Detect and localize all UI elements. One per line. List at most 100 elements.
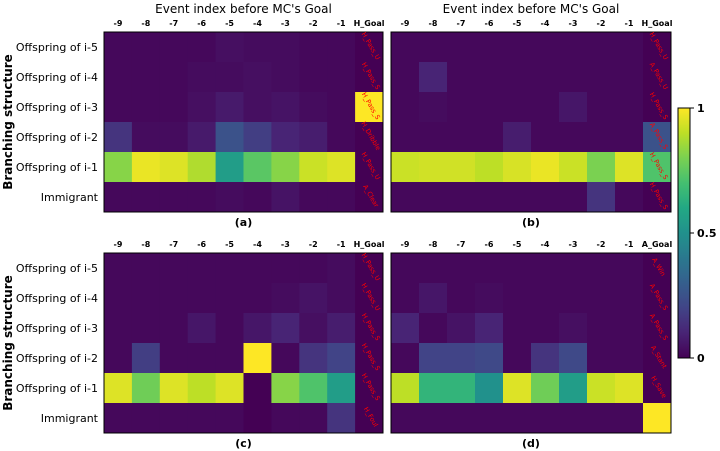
x-tick-label: -6 (197, 240, 206, 249)
heatmap-cell-a-r0-c5 (243, 32, 272, 63)
x-tick-label: -6 (197, 19, 206, 28)
heatmap-cell-c-r0-c3 (187, 253, 216, 284)
colorbar-tick-label: 0 (697, 352, 705, 365)
x-tick-label: H_Goal (354, 240, 385, 249)
heatmap-cell-d-r3-c0 (391, 343, 420, 374)
heatmap-cell-a-r5-c7 (299, 182, 328, 213)
heatmap-cell-b-r1-c0 (391, 62, 420, 93)
heatmap-cell-a-r5-c0 (104, 182, 133, 213)
y-tick-label: Immigrant (41, 412, 99, 425)
heatmap-cell-d-r3-c8 (615, 343, 644, 374)
heatmap-cell-c-r5-c5 (243, 403, 272, 434)
heatmap-cell-c-r5-c4 (215, 403, 244, 434)
heatmap-cell-b-r0-c8 (615, 32, 644, 63)
heatmap-cell-d-r4-c5 (531, 373, 560, 404)
heatmap-cell-a-r2-c0 (104, 92, 133, 123)
colorbar-tick-label: 0.5 (697, 227, 717, 240)
heatmap-cell-d-r5-c8 (615, 403, 644, 434)
x-tick-label: -6 (485, 240, 494, 249)
heatmap-cell-a-r2-c8 (327, 92, 356, 123)
heatmap-cell-d-r1-c0 (391, 283, 420, 314)
heatmap-cell-d-r4-c8 (615, 373, 644, 404)
heatmap-cell-b-r1-c7 (587, 62, 616, 93)
heatmap-cell-c-r2-c6 (271, 313, 300, 344)
heatmap-cell-d-r2-c0 (391, 313, 420, 344)
heatmap-cell-c-r3-c8 (327, 343, 356, 374)
heatmap-cell-b-r1-c3 (475, 62, 504, 93)
heatmap-cell-b-r4-c6 (559, 152, 588, 183)
heatmap-cell-a-r3-c5 (243, 122, 272, 153)
heatmap-cell-d-r3-c5 (531, 343, 560, 374)
heatmap-cell-b-r1-c5 (531, 62, 560, 93)
heatmap-cell-b-r5-c6 (559, 182, 588, 213)
heatmap-cell-d-r3-c3 (475, 343, 504, 374)
x-tick-label: -4 (541, 19, 550, 28)
y-tick-label: Offspring of i-1 (16, 161, 98, 174)
heatmap-cell-b-r5-c0 (391, 182, 420, 213)
heatmap-cell-b-r1-c8 (615, 62, 644, 93)
heatmap-cell-b-r0-c3 (475, 32, 504, 63)
heatmap-cell-d-r0-c9 (643, 253, 672, 284)
x-tick-label: -7 (457, 240, 466, 249)
x-tick-label: -7 (457, 19, 466, 28)
heatmap-cell-a-r1-c1 (131, 62, 161, 93)
heatmap-cell-b-r5-c9 (643, 182, 672, 213)
panel-label: (a) (235, 216, 252, 229)
x-tick-label: -9 (401, 19, 410, 28)
heatmap-cell-d-r1-c6 (559, 283, 588, 314)
heatmap-cell-c-r4-c9 (355, 373, 384, 404)
heatmap-cell-a-r3-c0 (104, 122, 133, 153)
panel-frame-c (103, 252, 384, 434)
heatmap-cell-d-r3-c2 (447, 343, 476, 374)
heatmap-cell-d-r1-c9 (643, 283, 672, 314)
heatmap-cell-d-r1-c5 (531, 283, 560, 314)
panel-label: (d) (522, 437, 540, 450)
heatmap-cell-a-r3-c2 (159, 122, 189, 153)
panel-frame-b (390, 31, 672, 213)
heatmap-cell-a-r0-c3 (187, 32, 216, 63)
heatmap-cell-d-r5-c9 (643, 403, 672, 434)
heatmap-cell-c-r0-c8 (327, 253, 356, 284)
heatmap-cell-a-r4-c0 (104, 152, 133, 183)
heatmap-cell-a-r0-c8 (327, 32, 356, 63)
x-tick-label: -5 (513, 19, 522, 28)
heatmap-cell-b-r2-c5 (531, 92, 560, 123)
heatmap-cell-c-r1-c6 (271, 283, 300, 314)
heatmap-cell-d-r4-c9 (643, 373, 672, 404)
heatmap-cell-a-r5-c8 (327, 182, 356, 213)
heatmap-cell-c-r1-c1 (131, 283, 161, 314)
heatmap-cell-a-r0-c9 (355, 32, 384, 63)
y-tick-label: Offspring of i-2 (16, 352, 98, 365)
heatmap-cell-d-r0-c7 (587, 253, 616, 284)
heatmap-cell-a-r2-c1 (131, 92, 161, 123)
x-tick-label: H_Goal (642, 19, 673, 28)
heatmap-cell-c-r3-c5 (243, 343, 272, 374)
heatmap-cell-a-r1-c6 (271, 62, 300, 93)
heatmap-cell-a-r5-c9 (355, 182, 384, 213)
heatmap-cell-a-r2-c9 (355, 92, 384, 123)
heatmap-cell-c-r5-c0 (104, 403, 133, 434)
heatmap-cell-c-r3-c3 (187, 343, 216, 374)
heatmap-cell-c-r0-c6 (271, 253, 300, 284)
heatmap-cell-d-r0-c1 (419, 253, 448, 284)
heatmap-cell-a-r0-c1 (131, 32, 161, 63)
heatmap-cell-c-r4-c1 (131, 373, 161, 404)
heatmap-cell-b-r1-c6 (559, 62, 588, 93)
heatmap-cell-b-r3-c4 (503, 122, 532, 153)
heatmap-cell-c-r1-c2 (159, 283, 189, 314)
heatmap-cell-a-r1-c4 (215, 62, 244, 93)
heatmap-cell-b-r4-c9 (643, 152, 672, 183)
heatmap-cell-c-r5-c8 (327, 403, 356, 434)
x-tick-label: -4 (253, 240, 262, 249)
heatmap-cell-c-r2-c0 (104, 313, 133, 344)
x-tick-label: -3 (281, 240, 290, 249)
heatmap-cell-c-r5-c9 (355, 403, 384, 434)
heatmap-cell-d-r4-c1 (419, 373, 448, 404)
heatmap-cell-c-r5-c1 (131, 403, 161, 434)
x-tick-label: -4 (253, 19, 262, 28)
heatmap-cell-b-r2-c9 (643, 92, 672, 123)
heatmap-cell-d-r1-c4 (503, 283, 532, 314)
heatmap-cell-c-r3-c4 (215, 343, 244, 374)
heatmap-cell-b-r4-c7 (587, 152, 616, 183)
heatmap-cell-a-r4-c6 (271, 152, 300, 183)
